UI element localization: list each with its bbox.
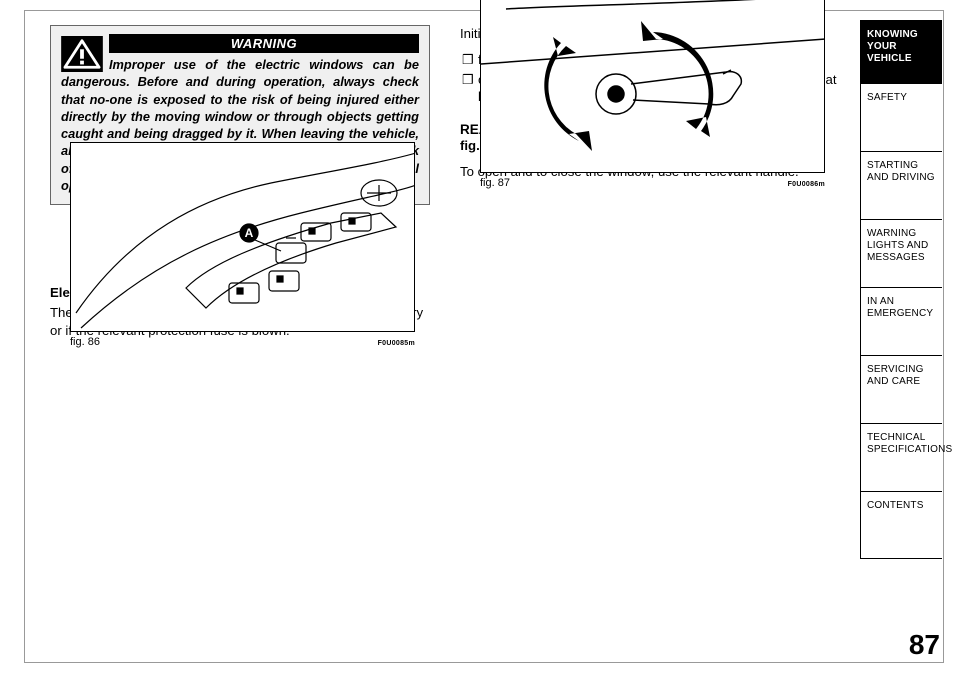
column-right: Initialisation procedure: ❒ fully close … bbox=[460, 25, 840, 189]
tab-contents[interactable]: CONTENTS bbox=[860, 491, 942, 559]
figure-86-code: F0U0085m bbox=[378, 340, 415, 347]
figure-86: A bbox=[70, 142, 415, 332]
tab-safety[interactable]: SAFETY bbox=[860, 83, 942, 151]
tab-technical[interactable]: TECHNICAL SPECIFICATIONS bbox=[860, 423, 942, 491]
tab-starting-driving[interactable]: STARTING AND DRIVING bbox=[860, 151, 942, 219]
tab-knowing-vehicle[interactable]: KNOWING YOUR VEHICLE bbox=[860, 20, 942, 83]
column-left: WARNING Improper use of the electric win… bbox=[50, 25, 430, 348]
figure-87-caption: fig. 87 F0U0086m bbox=[480, 177, 825, 189]
main-content: WARNING Improper use of the electric win… bbox=[50, 25, 840, 655]
figure-86-caption: fig. 86 F0U0085m bbox=[70, 336, 415, 348]
figure-86-label: fig. 86 bbox=[70, 336, 100, 348]
warning-triangle-icon bbox=[61, 36, 103, 72]
svg-text:A: A bbox=[245, 226, 254, 240]
side-tabs: KNOWING YOUR VEHICLE SAFETY STARTING AND… bbox=[860, 20, 942, 559]
figure-87-label: fig. 87 bbox=[480, 177, 510, 189]
figure-86-area: A fig. 86 F0U0085m bbox=[50, 142, 430, 348]
warning-title: WARNING bbox=[109, 34, 419, 53]
page-number: 87 bbox=[909, 629, 940, 661]
figure-87-code: F0U0086m bbox=[788, 181, 825, 188]
figure-87-area: fig. 87 F0U0086m bbox=[460, 0, 840, 189]
tab-warning-lights[interactable]: WARNING LIGHTS AND MESSAGES bbox=[860, 219, 942, 287]
tab-emergency[interactable]: IN AN EMERGENCY bbox=[860, 287, 942, 355]
tab-servicing[interactable]: SERVICING AND CARE bbox=[860, 355, 942, 423]
figure-87 bbox=[480, 0, 825, 173]
